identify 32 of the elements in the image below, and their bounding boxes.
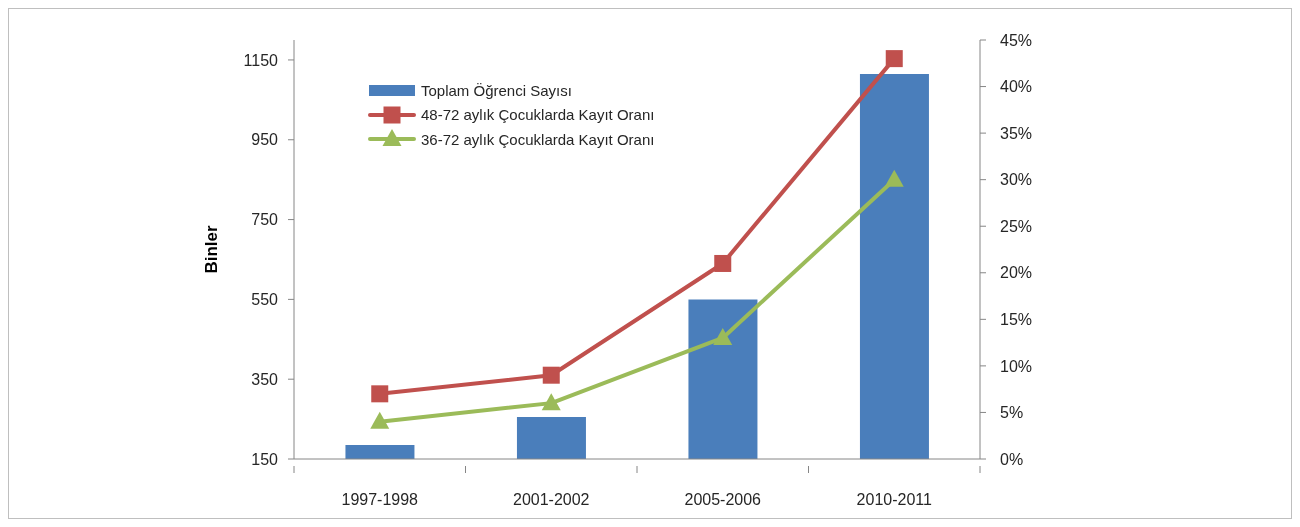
y-tick-label: 550 <box>251 291 279 309</box>
x-tick-label: 2010-2011 <box>856 491 933 508</box>
y-axis-title: Binler <box>202 225 222 274</box>
point <box>371 385 389 403</box>
y2-tick-label: 15% <box>1000 311 1033 329</box>
y-tick-label: 350 <box>251 370 279 388</box>
point <box>713 327 733 345</box>
y2-tick-label: 45% <box>1000 31 1033 49</box>
point <box>370 411 390 429</box>
point <box>542 366 560 384</box>
x-tick-label: 2005-2006 <box>684 491 762 508</box>
y2-tick-label: 10% <box>1000 357 1033 375</box>
legend-label: Toplam Öğrenci Sayısı <box>421 81 572 99</box>
y-tick-label: 750 <box>251 211 279 229</box>
y-tick-label: 950 <box>251 131 279 149</box>
y-tick-label: 1150 <box>243 51 279 69</box>
y-tick-label: 150 <box>251 450 279 468</box>
y2-tick-label: 30% <box>1000 171 1033 189</box>
y2-tick-label: 25% <box>1000 217 1033 235</box>
point <box>885 50 903 68</box>
x-tick-label: 2001-2002 <box>512 491 590 508</box>
point <box>541 393 561 411</box>
point <box>714 254 732 272</box>
y2-tick-label: 40% <box>1000 78 1033 96</box>
point <box>884 169 904 187</box>
y2-tick-label: 35% <box>1000 124 1033 142</box>
legend-label: 48-72 aylık Çocuklarda Kayıt Oranı <box>421 106 655 124</box>
y2-tick-label: 20% <box>1000 264 1033 282</box>
y2-tick-label: 0% <box>1000 450 1024 468</box>
legend-label: 36-72 aylık Çocuklarda Kayıt Oranı <box>421 130 655 148</box>
x-tick-label: 1997-1998 <box>341 491 419 508</box>
y2-tick-label: 5% <box>1000 404 1024 422</box>
